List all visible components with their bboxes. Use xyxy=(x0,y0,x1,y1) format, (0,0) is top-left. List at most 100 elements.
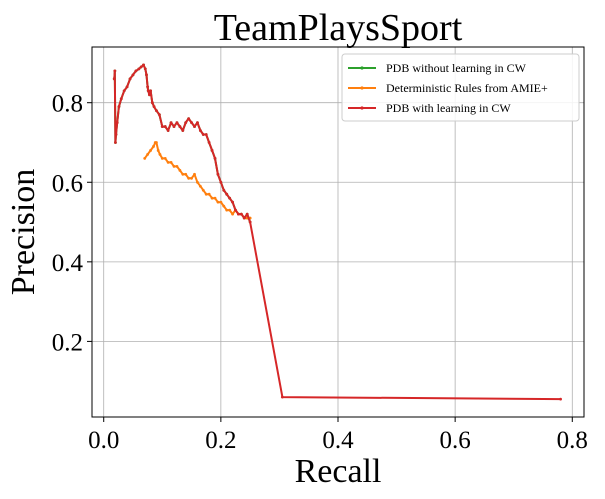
data-point xyxy=(112,77,116,81)
data-point xyxy=(231,200,234,204)
series-1 xyxy=(143,141,252,220)
data-point xyxy=(149,89,152,93)
data-point xyxy=(157,113,161,117)
data-point xyxy=(163,156,167,160)
data-point xyxy=(150,101,154,105)
legend-marker xyxy=(360,66,364,70)
data-point xyxy=(178,125,182,128)
data-point xyxy=(155,141,158,144)
legend-marker xyxy=(360,86,364,90)
data-point xyxy=(152,105,156,109)
data-point xyxy=(210,149,214,152)
data-point xyxy=(228,208,232,212)
data-point xyxy=(216,200,220,204)
x-tick-label: 0.0 xyxy=(88,427,119,454)
data-point xyxy=(248,220,252,224)
data-point xyxy=(222,204,226,208)
data-point xyxy=(190,121,193,124)
legend-entry: Deterministic Rules from AMIE+ xyxy=(348,81,548,95)
data-point xyxy=(137,67,141,71)
x-axis-label: Recall xyxy=(295,453,382,490)
data-point xyxy=(114,141,117,144)
data-point xyxy=(201,188,205,192)
data-point xyxy=(222,188,226,192)
data-point xyxy=(196,180,199,184)
y-tick-label: 0.2 xyxy=(52,329,83,356)
data-point xyxy=(143,67,147,71)
data-point xyxy=(122,89,126,93)
data-point xyxy=(213,156,217,160)
legend-label: Deterministic Rules from AMIE+ xyxy=(386,81,548,95)
data-point xyxy=(146,89,150,93)
data-point xyxy=(242,216,246,220)
data-point xyxy=(231,212,234,216)
data-point xyxy=(113,69,117,73)
data-point xyxy=(559,397,562,401)
data-point xyxy=(139,65,143,69)
data-point xyxy=(128,77,132,81)
data-point xyxy=(225,192,229,196)
data-point xyxy=(219,180,223,184)
y-tick-label: 0.8 xyxy=(52,91,83,118)
data-point xyxy=(160,156,164,160)
y-axis-label: Precision xyxy=(5,169,42,296)
data-point xyxy=(204,133,208,136)
legend-box xyxy=(341,53,580,122)
data-point xyxy=(148,93,151,97)
series-layer xyxy=(112,63,562,401)
data-point xyxy=(134,69,138,73)
ticks: 0.0 0.2 0.4 0.6 0.8 0.2 0.4 0.6 0.8 xyxy=(52,91,588,454)
data-point xyxy=(181,172,185,176)
data-point xyxy=(207,141,211,144)
x-tick-label: 0.4 xyxy=(322,427,354,454)
series-2 xyxy=(112,63,562,401)
data-point xyxy=(190,176,193,180)
series-line xyxy=(113,63,561,401)
data-point xyxy=(239,212,243,216)
data-point xyxy=(115,121,119,124)
y-tick-label: 0.6 xyxy=(52,170,83,197)
data-point xyxy=(187,176,191,180)
data-point xyxy=(198,129,202,132)
legend-marker xyxy=(360,106,364,110)
chart-title: TeamPlaysSport xyxy=(214,7,463,49)
data-point xyxy=(152,145,155,148)
data-point xyxy=(169,121,173,124)
data-point xyxy=(172,125,176,128)
legend-label: PDB with learning in CW xyxy=(386,101,511,115)
data-point xyxy=(149,149,152,152)
legend-label: PDB without learning in CW xyxy=(386,61,527,75)
data-point xyxy=(193,125,196,128)
data-point xyxy=(155,109,158,113)
data-point xyxy=(228,196,232,200)
data-point xyxy=(213,196,217,200)
data-point xyxy=(216,172,220,176)
data-point xyxy=(234,208,237,212)
legend-entry: PDB with learning in CW xyxy=(348,101,511,115)
data-point xyxy=(125,85,129,89)
data-point xyxy=(193,172,196,176)
data-point xyxy=(119,97,123,101)
data-point xyxy=(196,121,199,124)
data-point xyxy=(114,133,118,136)
data-point xyxy=(131,73,135,77)
data-point xyxy=(169,160,173,164)
data-point xyxy=(172,164,176,168)
data-point xyxy=(225,208,229,212)
legend: PDB without learning in CW Deterministic … xyxy=(341,53,580,122)
data-point xyxy=(117,105,121,109)
data-point xyxy=(145,73,148,77)
data-point xyxy=(146,85,150,89)
data-point xyxy=(163,125,167,128)
data-point xyxy=(198,184,202,188)
data-point xyxy=(166,160,170,164)
data-point xyxy=(210,196,214,200)
data-point xyxy=(146,153,150,156)
legend-entry: PDB without learning in CW xyxy=(348,61,527,75)
data-point xyxy=(184,172,188,176)
data-point xyxy=(280,395,284,399)
y-tick-label: 0.4 xyxy=(52,250,84,277)
data-point xyxy=(175,121,179,124)
data-point xyxy=(143,156,147,160)
